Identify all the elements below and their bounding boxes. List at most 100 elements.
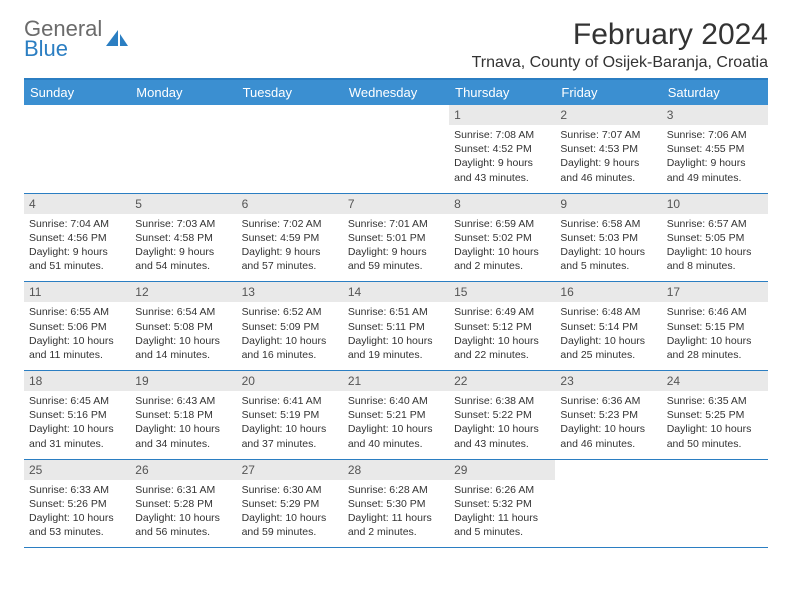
day-number: 4 [24,194,130,214]
day-line: Sunset: 5:30 PM [348,497,444,511]
day-line: Daylight: 9 hours [560,156,656,170]
calendar-cell: 22Sunrise: 6:38 AMSunset: 5:22 PMDayligh… [449,371,555,460]
day-line: Sunset: 5:03 PM [560,231,656,245]
calendar-cell: 8Sunrise: 6:59 AMSunset: 5:02 PMDaylight… [449,193,555,282]
day-line: Sunset: 4:58 PM [135,231,231,245]
day-line: Sunrise: 6:41 AM [242,394,338,408]
calendar-cell: 4Sunrise: 7:04 AMSunset: 4:56 PMDaylight… [24,193,130,282]
day-number: 29 [449,460,555,480]
day-line: Sunset: 5:08 PM [135,320,231,334]
day-line: Daylight: 10 hours [348,422,444,436]
day-line: Sunset: 5:09 PM [242,320,338,334]
day-body: Sunrise: 6:45 AMSunset: 5:16 PMDaylight:… [24,391,130,459]
day-body: Sunrise: 6:51 AMSunset: 5:11 PMDaylight:… [343,302,449,370]
day-line: and 31 minutes. [29,437,125,451]
day-line: and 34 minutes. [135,437,231,451]
calendar-cell: 26Sunrise: 6:31 AMSunset: 5:28 PMDayligh… [130,459,236,548]
day-line: Daylight: 10 hours [29,511,125,525]
day-line: Sunset: 5:26 PM [29,497,125,511]
day-line: Sunrise: 6:48 AM [560,305,656,319]
day-body: Sunrise: 6:55 AMSunset: 5:06 PMDaylight:… [24,302,130,370]
calendar-week-row: 1Sunrise: 7:08 AMSunset: 4:52 PMDaylight… [24,105,768,193]
calendar-cell: 3Sunrise: 7:06 AMSunset: 4:55 PMDaylight… [662,105,768,193]
calendar-cell: 1Sunrise: 7:08 AMSunset: 4:52 PMDaylight… [449,105,555,193]
day-body [130,111,236,169]
calendar-cell: 13Sunrise: 6:52 AMSunset: 5:09 PMDayligh… [237,282,343,371]
day-line: Daylight: 9 hours [667,156,763,170]
day-number: 17 [662,282,768,302]
day-line: Sunset: 5:18 PM [135,408,231,422]
day-line: Sunset: 5:21 PM [348,408,444,422]
day-line: and 2 minutes. [454,259,550,273]
day-line: Sunset: 5:14 PM [560,320,656,334]
day-body: Sunrise: 6:35 AMSunset: 5:25 PMDaylight:… [662,391,768,459]
day-line: Sunset: 5:16 PM [29,408,125,422]
day-line: Sunset: 5:12 PM [454,320,550,334]
calendar-cell: 19Sunrise: 6:43 AMSunset: 5:18 PMDayligh… [130,371,236,460]
day-line: and 16 minutes. [242,348,338,362]
day-line: Sunrise: 6:59 AM [454,217,550,231]
day-line: Daylight: 10 hours [135,334,231,348]
day-body [237,111,343,169]
day-line: and 43 minutes. [454,171,550,185]
day-body: Sunrise: 6:57 AMSunset: 5:05 PMDaylight:… [662,214,768,282]
calendar-week-row: 11Sunrise: 6:55 AMSunset: 5:06 PMDayligh… [24,282,768,371]
day-line: Sunrise: 7:01 AM [348,217,444,231]
day-number: 25 [24,460,130,480]
calendar-table: Sunday Monday Tuesday Wednesday Thursday… [24,80,768,548]
day-line: Sunrise: 7:04 AM [29,217,125,231]
day-line: Sunset: 5:11 PM [348,320,444,334]
day-body: Sunrise: 6:46 AMSunset: 5:15 PMDaylight:… [662,302,768,370]
day-body: Sunrise: 6:41 AMSunset: 5:19 PMDaylight:… [237,391,343,459]
day-line: Sunrise: 6:35 AM [667,394,763,408]
day-line: Sunset: 4:56 PM [29,231,125,245]
calendar-cell: 17Sunrise: 6:46 AMSunset: 5:15 PMDayligh… [662,282,768,371]
day-line: Sunset: 5:05 PM [667,231,763,245]
day-line: Sunrise: 6:31 AM [135,483,231,497]
day-number: 27 [237,460,343,480]
day-line: Sunrise: 6:58 AM [560,217,656,231]
day-body: Sunrise: 6:31 AMSunset: 5:28 PMDaylight:… [130,480,236,548]
day-number: 20 [237,371,343,391]
day-line: and 46 minutes. [560,437,656,451]
calendar-week-row: 18Sunrise: 6:45 AMSunset: 5:16 PMDayligh… [24,371,768,460]
calendar-cell: 15Sunrise: 6:49 AMSunset: 5:12 PMDayligh… [449,282,555,371]
day-line: and 2 minutes. [348,525,444,539]
day-line: Sunrise: 6:28 AM [348,483,444,497]
day-body: Sunrise: 6:33 AMSunset: 5:26 PMDaylight:… [24,480,130,548]
day-line: and 5 minutes. [454,525,550,539]
day-number: 15 [449,282,555,302]
day-line: and 51 minutes. [29,259,125,273]
day-body: Sunrise: 6:58 AMSunset: 5:03 PMDaylight:… [555,214,661,282]
day-line: Daylight: 10 hours [135,511,231,525]
day-line: Sunrise: 7:08 AM [454,128,550,142]
day-body: Sunrise: 7:01 AMSunset: 5:01 PMDaylight:… [343,214,449,282]
day-line: Daylight: 9 hours [454,156,550,170]
day-number: 7 [343,194,449,214]
day-header: Thursday [449,80,555,105]
day-line: Daylight: 11 hours [454,511,550,525]
calendar-cell: 2Sunrise: 7:07 AMSunset: 4:53 PMDaylight… [555,105,661,193]
day-number: 6 [237,194,343,214]
day-line: Sunset: 5:29 PM [242,497,338,511]
title-block: February 2024 Trnava, County of Osijek-B… [472,18,768,72]
day-line: Sunrise: 6:40 AM [348,394,444,408]
day-number: 22 [449,371,555,391]
calendar-cell: 7Sunrise: 7:01 AMSunset: 5:01 PMDaylight… [343,193,449,282]
day-line: Sunset: 5:15 PM [667,320,763,334]
day-line: Daylight: 11 hours [348,511,444,525]
day-line: and 22 minutes. [454,348,550,362]
day-line: Daylight: 10 hours [560,334,656,348]
day-line: and 53 minutes. [29,525,125,539]
day-line: Sunset: 5:06 PM [29,320,125,334]
day-line: Sunrise: 6:36 AM [560,394,656,408]
day-body: Sunrise: 6:59 AMSunset: 5:02 PMDaylight:… [449,214,555,282]
day-line: Sunset: 4:55 PM [667,142,763,156]
day-line: and 40 minutes. [348,437,444,451]
day-number: 5 [130,194,236,214]
calendar-cell [662,459,768,548]
calendar-cell [130,105,236,193]
day-line: Sunrise: 6:30 AM [242,483,338,497]
day-line: Sunrise: 6:45 AM [29,394,125,408]
day-body: Sunrise: 6:49 AMSunset: 5:12 PMDaylight:… [449,302,555,370]
